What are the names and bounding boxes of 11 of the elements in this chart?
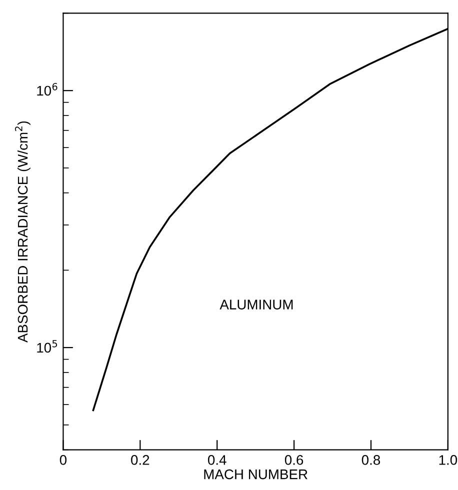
- x-tick-label: 0.2: [131, 455, 150, 465]
- x-tick-label: 0.4: [208, 455, 226, 465]
- x-axis-title: MACH NUMBER: [204, 469, 308, 480]
- x-tick-label: 0.8: [362, 455, 380, 465]
- y-tick-label: 10$^{6}$: [37, 82, 58, 96]
- x-tick-label: 1.0: [439, 455, 458, 465]
- y-tick-label: 10$^{5}$: [37, 340, 58, 353]
- x-tick-label: 0.6: [284, 455, 304, 465]
- y-axis-title: ABSORBED IRRADIANCE (W/cm$^{2}$): [15, 121, 30, 343]
- x-tick-label: 0: [60, 455, 67, 465]
- text: ALUMINUM: [220, 300, 293, 310]
